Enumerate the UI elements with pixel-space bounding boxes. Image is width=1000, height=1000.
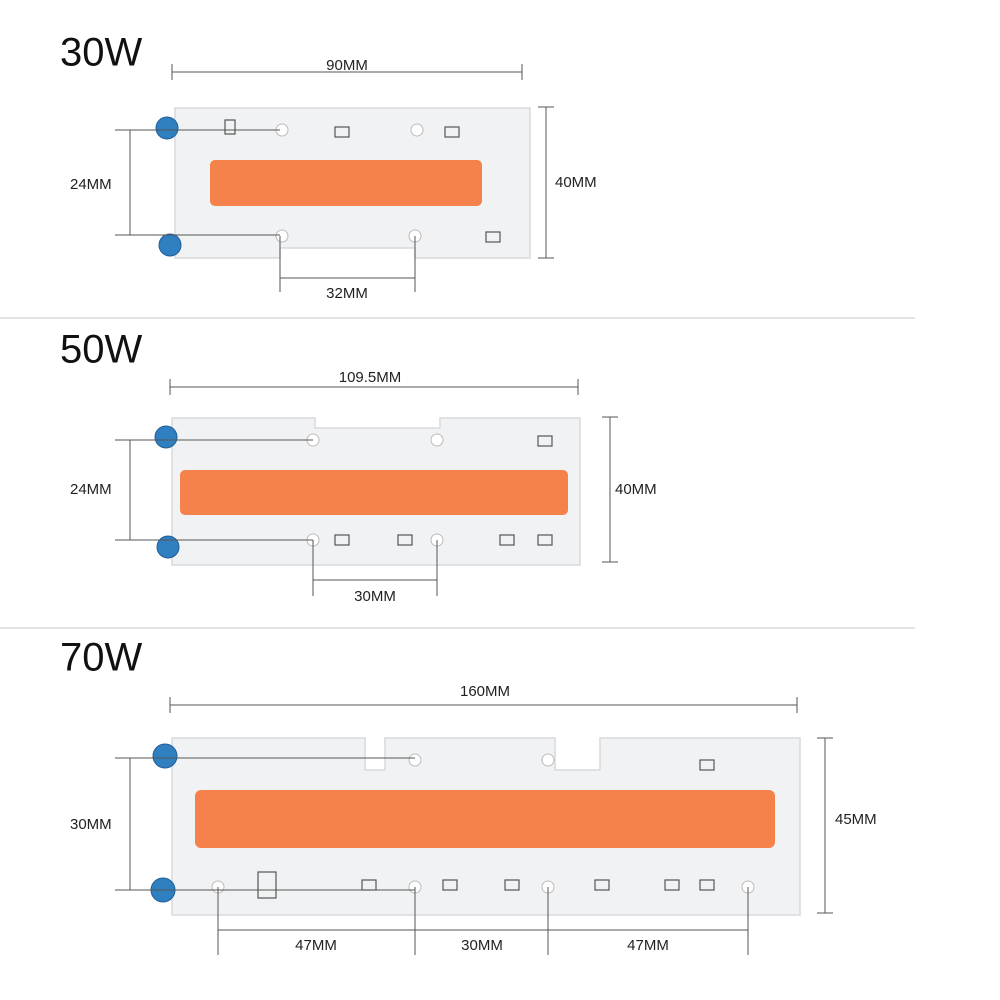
section-70w: 70W 160MM 45MM 30MM 47MM xyxy=(60,636,877,955)
component xyxy=(257,871,277,899)
spacing-label: 30MM xyxy=(354,588,396,605)
height-label: 45MM xyxy=(835,811,877,828)
component xyxy=(537,435,553,447)
hole xyxy=(275,229,289,243)
hole xyxy=(430,433,444,447)
hole xyxy=(541,753,555,767)
component xyxy=(444,126,460,138)
led-strip xyxy=(195,790,775,848)
component xyxy=(397,534,413,546)
spacing-label: 47MM xyxy=(295,937,337,954)
component xyxy=(442,879,458,891)
width-label: 90MM xyxy=(326,57,368,74)
led-strip xyxy=(210,160,482,206)
capacitor xyxy=(158,233,182,257)
spacing-label: 30MM xyxy=(461,937,503,954)
hole xyxy=(410,123,424,137)
height-label: 40MM xyxy=(615,481,657,498)
pitch-label: 24MM xyxy=(70,481,112,498)
spacing-label: 47MM xyxy=(627,937,669,954)
section-title: 70W xyxy=(60,636,142,680)
section-30w: 30W 90MM 40MM 24MM 32MM xyxy=(60,31,597,302)
component xyxy=(664,879,680,891)
section-title: 50W xyxy=(60,328,142,372)
pitch-label: 30MM xyxy=(70,816,112,833)
pitch-label: 24MM xyxy=(70,176,112,193)
component xyxy=(224,119,236,135)
width-label: 109.5MM xyxy=(339,369,402,386)
component xyxy=(334,126,350,138)
component xyxy=(499,534,515,546)
component xyxy=(699,759,715,771)
component xyxy=(334,534,350,546)
capacitor xyxy=(154,425,178,449)
section-50w: 50W 109.5MM 40MM 24MM 30MM xyxy=(60,328,657,605)
component xyxy=(537,534,553,546)
component xyxy=(504,879,520,891)
component xyxy=(699,879,715,891)
component xyxy=(485,231,501,243)
spacing-label: 32MM xyxy=(326,285,368,302)
capacitor xyxy=(152,743,178,769)
component xyxy=(594,879,610,891)
section-title: 30W xyxy=(60,31,142,75)
capacitor xyxy=(156,535,180,559)
height-label: 40MM xyxy=(555,174,597,191)
led-strip xyxy=(180,470,568,515)
width-label: 160MM xyxy=(460,683,510,700)
capacitor xyxy=(155,116,179,140)
hole xyxy=(408,753,422,767)
